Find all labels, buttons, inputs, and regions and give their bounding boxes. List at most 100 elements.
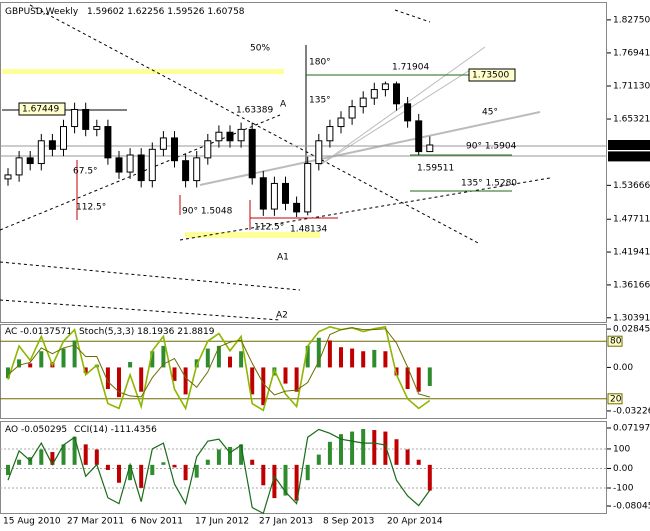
ac-bar xyxy=(261,367,266,406)
ac-bar xyxy=(39,351,44,368)
ao-bar xyxy=(117,464,121,483)
yellow-band xyxy=(185,232,320,238)
y-tick-label: 0.071977 xyxy=(613,423,650,433)
candle-body xyxy=(171,137,178,162)
ac-bar xyxy=(250,367,255,395)
ao-bar xyxy=(394,439,399,465)
ao-bar xyxy=(239,444,244,465)
annotation: 1.71904 xyxy=(392,63,429,73)
y-tick-label: 1.82750 xyxy=(613,15,650,25)
y-tick-label: 1.30391 xyxy=(613,313,650,323)
y-tick-label: 100 xyxy=(613,444,630,454)
ao-bar xyxy=(172,464,177,468)
y-tick-label: 20 xyxy=(610,394,622,404)
candle-body xyxy=(304,163,312,213)
ao-bar xyxy=(383,431,388,465)
level-box xyxy=(607,335,623,347)
ac-bar xyxy=(61,348,66,368)
cci-panel xyxy=(0,421,607,514)
indicator-line xyxy=(7,428,431,515)
ac-bar xyxy=(150,351,155,368)
candle-body xyxy=(315,140,323,165)
annotation: A2 xyxy=(276,311,288,321)
ohlc: 1.59526 xyxy=(167,7,204,17)
label: AO xyxy=(5,425,18,435)
candle-body xyxy=(293,202,301,213)
ac-bar xyxy=(17,359,22,368)
ac-bar xyxy=(172,367,177,381)
y-tick-label: 1.71130 xyxy=(613,81,650,91)
candle-body xyxy=(215,131,223,142)
annotation: 1.59511 xyxy=(417,164,454,174)
candle-body xyxy=(359,97,367,108)
ohlc: 1.59602 xyxy=(87,7,124,17)
candle-body xyxy=(37,140,45,165)
ao-bar xyxy=(39,449,44,465)
candle-body xyxy=(415,120,423,153)
candle-body xyxy=(71,108,79,128)
ac-bar xyxy=(216,345,221,368)
x-tick-label: 6 Nov 2011 xyxy=(131,517,183,527)
ac-bar xyxy=(105,367,110,390)
y-tick-label: 1.36166 xyxy=(613,280,650,290)
ac-bar xyxy=(339,347,343,368)
ac-bar xyxy=(294,367,299,392)
candle-body xyxy=(104,126,112,159)
value: 21.8819 xyxy=(177,327,214,337)
ac-bar xyxy=(427,367,432,386)
candle-body xyxy=(270,182,278,210)
annotation: 180° xyxy=(309,58,331,68)
ao-bar xyxy=(128,464,133,481)
candle-body xyxy=(226,131,234,142)
y-tick-label: 0.00 xyxy=(613,464,633,474)
y-tick-label: 0.028454 xyxy=(613,325,650,335)
value: 18.1936 xyxy=(137,327,174,337)
ao-bar xyxy=(350,431,355,465)
level-box xyxy=(607,393,623,405)
ac-bar xyxy=(283,367,288,384)
y-tick-label: 1.41941 xyxy=(613,248,650,258)
ao-bar xyxy=(405,449,410,465)
x-tick-label: 20 Apr 2014 xyxy=(387,517,443,527)
ao-bar xyxy=(150,464,155,476)
candle-body xyxy=(82,108,90,130)
candle-body xyxy=(237,128,245,142)
ac-bar xyxy=(28,363,33,368)
candle-body xyxy=(381,83,389,91)
y-tick-label: 1.65321 xyxy=(613,115,650,125)
x-tick-label: 15 Aug 2010 xyxy=(3,517,61,527)
candle-body xyxy=(193,157,201,182)
candle-body xyxy=(159,137,167,150)
ac-bar xyxy=(139,367,144,392)
candle-body xyxy=(393,83,400,105)
ao-bar xyxy=(194,464,199,478)
y-tick-label: -0.080458 xyxy=(613,502,650,512)
candle-body xyxy=(370,89,378,99)
ac-bar xyxy=(183,367,188,395)
ao-bar xyxy=(261,464,266,486)
ao-bar xyxy=(372,430,377,465)
candle-body xyxy=(326,126,334,142)
candle-body xyxy=(259,177,267,210)
ao-bar xyxy=(94,449,99,465)
ac-bar xyxy=(117,367,121,398)
fan-lines xyxy=(199,46,541,186)
yellow-band xyxy=(2,69,284,74)
y-tick-label: 0.00 xyxy=(613,363,633,373)
candle-body xyxy=(4,174,12,180)
ac-bar xyxy=(372,349,377,368)
ac-header: AC -0.0137571 Stoch(5,3,3) 18.1936 21.88… xyxy=(5,327,215,337)
candle-body xyxy=(404,103,412,122)
ao-bar xyxy=(294,464,299,501)
ac-bar xyxy=(228,356,232,368)
symbol: GBPUSD,Weekly xyxy=(5,7,79,17)
annotation: 90° 1.5048 xyxy=(182,207,233,217)
annotation: 1.73500 xyxy=(472,71,509,81)
annotation: 50% xyxy=(250,44,270,54)
label-box xyxy=(18,102,66,116)
ao-bar xyxy=(283,464,288,496)
candle-body xyxy=(48,140,56,150)
annotation: 1.63389 xyxy=(236,106,273,116)
ao-bar xyxy=(272,464,277,499)
